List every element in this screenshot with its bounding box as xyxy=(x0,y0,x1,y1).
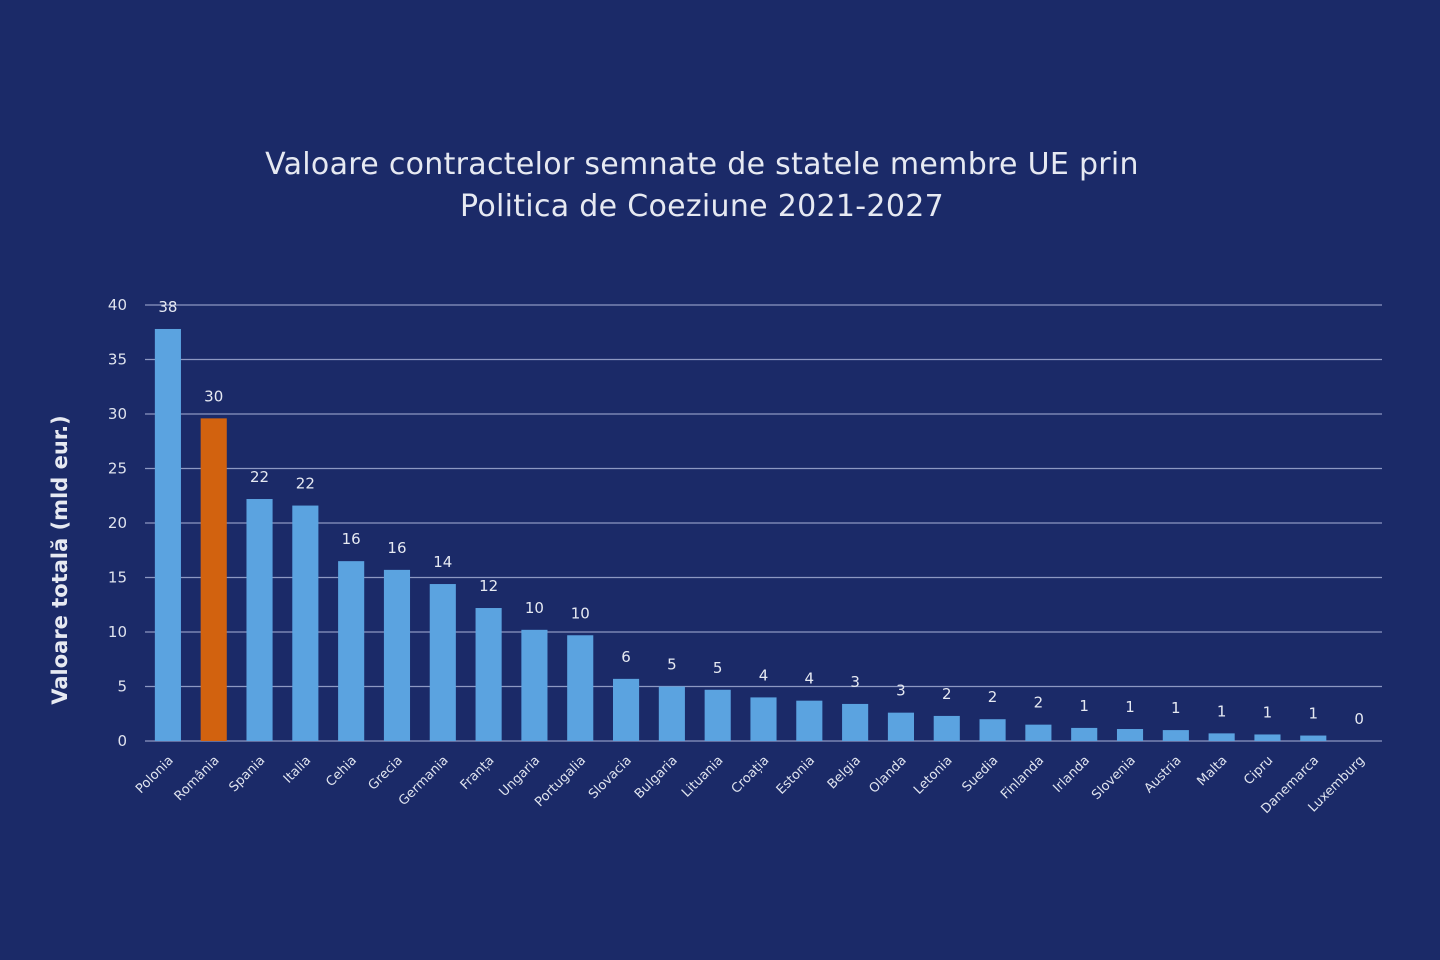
x-tick-label: Estonia xyxy=(774,753,818,797)
y-tick-label: 5 xyxy=(117,678,127,696)
data-label: 12 xyxy=(479,577,498,595)
bar-cipru xyxy=(1254,734,1281,741)
chart-title-line-2: Politica de Coeziune 2021-2027 xyxy=(460,189,944,224)
bar-letonia xyxy=(933,715,960,741)
data-label: 5 xyxy=(713,659,723,677)
data-label: 22 xyxy=(250,468,269,486)
data-label: 3 xyxy=(896,682,906,700)
x-tick-label: Bulgaria xyxy=(632,753,681,802)
x-tick-label: România xyxy=(172,753,223,804)
data-label: 2 xyxy=(988,688,998,706)
y-tick-label: 30 xyxy=(108,405,127,423)
x-tick-label: Ungaria xyxy=(497,753,544,800)
data-label: 22 xyxy=(296,475,315,493)
y-tick-label: 25 xyxy=(108,460,127,478)
y-tick-label: 35 xyxy=(108,351,127,369)
x-tick-label: Irlanda xyxy=(1050,753,1093,796)
x-tick-label: Austria xyxy=(1142,753,1185,796)
x-tick-label: Italia xyxy=(281,753,314,786)
x-tick-label: Lituania xyxy=(679,753,726,800)
x-tick-label: Grecia xyxy=(366,753,406,793)
data-label: 1 xyxy=(1309,705,1319,723)
data-label: 10 xyxy=(525,599,544,617)
x-tick-label: Slovacia xyxy=(586,753,635,802)
data-label: 5 xyxy=(667,656,677,674)
data-label: 2 xyxy=(1034,694,1044,712)
data-label: 4 xyxy=(805,670,815,688)
bar-franța xyxy=(475,608,502,741)
bar-danemarca xyxy=(1300,735,1327,741)
x-tick-label: Letonia xyxy=(911,753,955,797)
bar-estonia xyxy=(796,700,823,741)
bar-lituania xyxy=(704,689,731,741)
bar-irlanda xyxy=(1071,727,1098,741)
data-label: 14 xyxy=(433,553,452,571)
y-tick-label: 0 xyxy=(117,732,127,750)
data-label: 0 xyxy=(1354,710,1364,728)
bar-austria xyxy=(1162,730,1189,741)
bar-grecia xyxy=(383,569,411,741)
data-label: 1 xyxy=(1217,702,1227,720)
y-axis-ticks: 0 5 10 15 20 25 30 35 40 xyxy=(108,296,127,750)
bar-ungaria xyxy=(521,629,548,741)
y-axis-label: Valoare totală (mld eur.) xyxy=(48,415,72,705)
data-label: 1 xyxy=(1125,698,1135,716)
x-tick-label: Malta xyxy=(1195,753,1231,789)
data-label: 3 xyxy=(850,673,860,691)
x-tick-label: Croația xyxy=(729,753,773,797)
bar-slovenia xyxy=(1116,729,1144,741)
x-tick-label: Franța xyxy=(458,753,498,793)
bar-bulgaria xyxy=(658,686,685,741)
bar-croația xyxy=(750,697,777,741)
data-label: 10 xyxy=(571,604,590,622)
data-label: 38 xyxy=(158,298,177,316)
bar-românia xyxy=(200,418,227,741)
bar-suedia xyxy=(979,719,1006,741)
bar-portugalia xyxy=(567,635,594,741)
data-label: 16 xyxy=(387,539,406,557)
bar-finlanda xyxy=(1025,724,1052,741)
bar-spania xyxy=(246,499,273,741)
chart-title: Valoare contractelor semnate de statele … xyxy=(265,147,1139,224)
x-tick-label: Polonia xyxy=(133,753,177,797)
bar-italia xyxy=(292,505,319,741)
x-tick-label: Slovenia xyxy=(1089,753,1139,803)
x-tick-label: Germania xyxy=(396,753,452,809)
x-tick-label: Suedia xyxy=(959,753,1001,795)
bar-germania xyxy=(429,584,456,741)
bars xyxy=(154,328,1327,741)
x-tick-label: Finlanda xyxy=(998,753,1047,802)
data-label: 1 xyxy=(1263,703,1273,721)
x-tick-label: Spania xyxy=(226,753,268,795)
x-tick-label: Belgia xyxy=(825,753,864,792)
y-tick-label: 15 xyxy=(108,569,127,587)
data-label: 1 xyxy=(1079,697,1089,715)
data-label: 2 xyxy=(942,685,952,703)
y-tick-label: 10 xyxy=(108,623,127,641)
bar-slovacia xyxy=(613,678,640,741)
bar-belgia xyxy=(842,703,869,741)
x-tick-label: Olanda xyxy=(866,753,909,796)
bar-malta xyxy=(1208,733,1235,741)
data-label: 4 xyxy=(759,666,769,684)
x-tick-label: Cehia xyxy=(323,753,360,790)
chart-title-line-1: Valoare contractelor semnate de statele … xyxy=(265,147,1139,182)
data-label: 1 xyxy=(1171,699,1181,717)
x-tick-label: Cipru xyxy=(1241,753,1276,788)
bar-cehia xyxy=(338,561,365,741)
data-label: 30 xyxy=(204,387,223,405)
bar-olanda xyxy=(887,712,914,741)
data-label: 6 xyxy=(621,648,631,666)
data-label: 16 xyxy=(342,530,361,548)
y-tick-label: 40 xyxy=(108,296,127,314)
bar-polonia xyxy=(154,328,181,741)
y-tick-label: 20 xyxy=(108,514,127,532)
